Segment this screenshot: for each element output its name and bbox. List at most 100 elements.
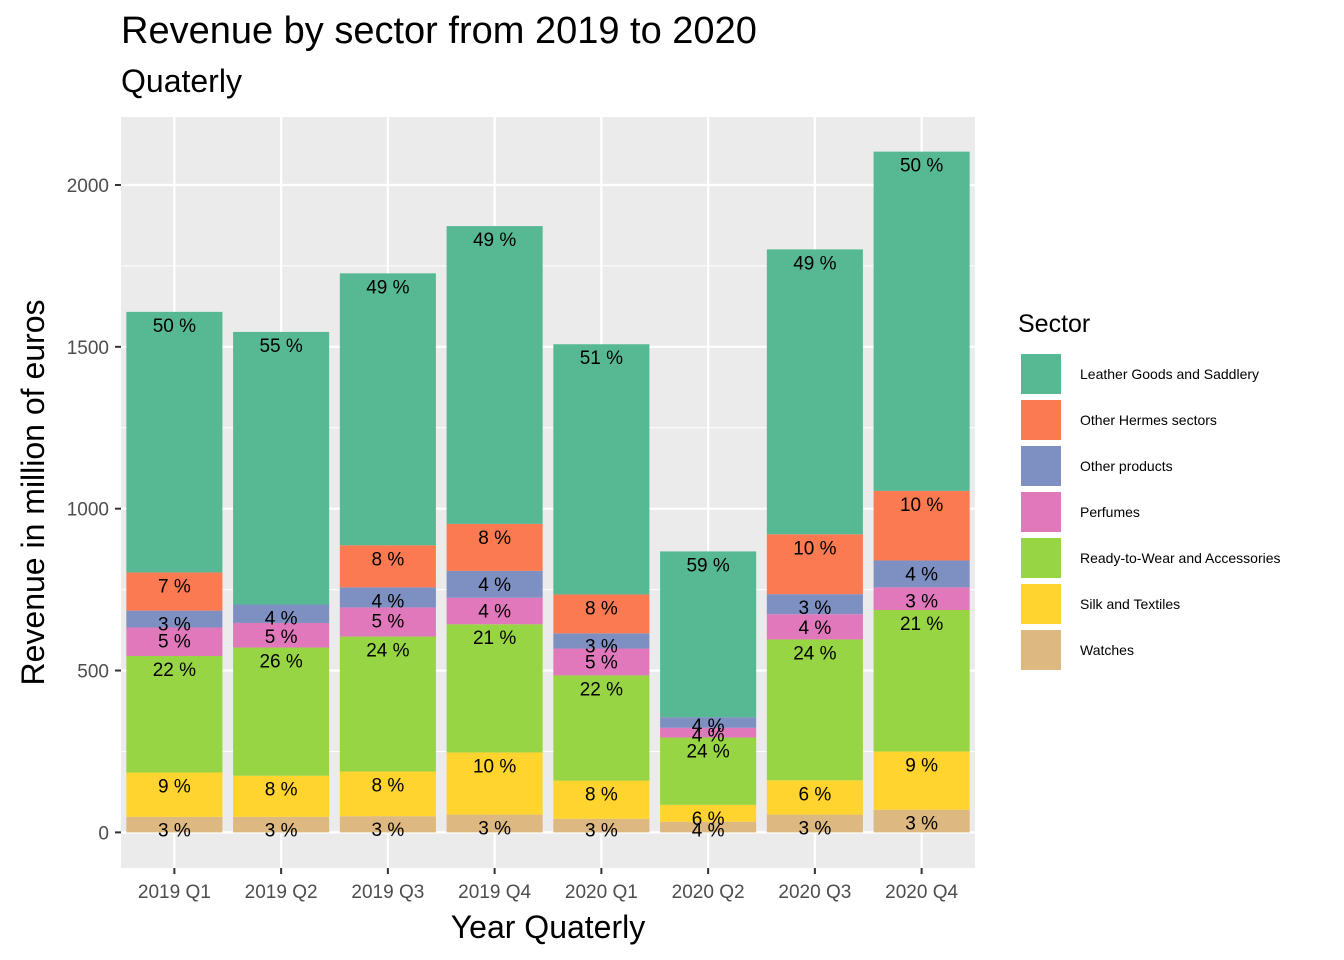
bar-segment: [233, 775, 330, 817]
data-label: 8 %: [585, 598, 618, 619]
bar-segment: [339, 273, 436, 546]
legend-key: [1020, 353, 1062, 395]
legend-item: Other products: [1018, 443, 1281, 489]
data-label: 4 %: [478, 602, 511, 623]
data-label: 9 %: [158, 777, 191, 798]
bar-segment: [126, 572, 223, 611]
legend-items: Leather Goods and Saddlery Other Hermes s…: [1018, 351, 1281, 673]
data-label: 10 %: [793, 538, 836, 559]
data-label: 50 %: [900, 156, 943, 177]
data-label: 55 %: [259, 336, 302, 357]
data-label: 59 %: [686, 555, 729, 576]
bar-segment: [660, 551, 757, 718]
bar-segment: [446, 624, 543, 753]
bar-segment: [339, 771, 436, 817]
bar-segment: [446, 814, 543, 833]
bar-segment: [660, 727, 757, 738]
x-axis-title: Year Quaterly: [451, 909, 645, 945]
bar-segment: [233, 647, 330, 776]
legend-label: Ready-to-Wear and Accessories: [1080, 550, 1281, 566]
data-label: 3 %: [478, 819, 511, 840]
bar-segment: [873, 751, 970, 810]
data-label: 5 %: [265, 627, 298, 648]
data-label: 6 %: [692, 809, 725, 830]
data-label: 24 %: [686, 742, 729, 763]
bar-segment: [553, 633, 650, 649]
bar-segment: [660, 804, 757, 822]
x-axis: 2019 Q1 2019 Q2 2019 Q3 2019 Q4 2020 Q1 2020 …: [138, 868, 958, 903]
data-label: 21 %: [900, 614, 943, 635]
bar-segment: [446, 597, 543, 625]
bar-segment: [126, 627, 223, 656]
data-label: 4 %: [905, 564, 938, 585]
legend-item: Watches: [1018, 627, 1281, 673]
data-label: 50 %: [153, 316, 196, 337]
bar-segment: [233, 604, 330, 623]
legend-key: [1020, 537, 1062, 579]
data-label: 49 %: [473, 230, 516, 251]
legend-key: [1020, 491, 1062, 533]
legend-key: [1020, 629, 1062, 671]
data-label: 49 %: [366, 277, 409, 298]
bar-segment: [766, 534, 863, 595]
y-tick-label: 500: [77, 662, 109, 683]
bar-segment: [126, 311, 223, 573]
data-label: 3 %: [372, 820, 405, 841]
bar-segment: [766, 594, 863, 615]
data-label: 3 %: [265, 820, 298, 841]
y-tick-label: 2000: [67, 176, 109, 197]
bar-segment: [446, 752, 543, 815]
legend-key: [1020, 399, 1062, 441]
bar-segment: [553, 675, 650, 781]
bar-segment: [766, 639, 863, 781]
data-label: 8 %: [372, 776, 405, 797]
x-tick-label: 2019 Q4: [458, 882, 531, 903]
data-label: 24 %: [793, 643, 836, 664]
bar-segment: [233, 331, 330, 605]
data-label: 49 %: [793, 253, 836, 274]
data-label: 51 %: [580, 348, 623, 369]
bar-segment: [766, 814, 863, 833]
y-tick-label: 1500: [67, 338, 109, 359]
data-label: 8 %: [372, 549, 405, 570]
data-label: 8 %: [478, 528, 511, 549]
bar-segment: [339, 816, 436, 833]
data-label: 5 %: [372, 611, 405, 632]
data-label: 8 %: [265, 780, 298, 801]
bar-segment: [339, 545, 436, 588]
bar-segment: [873, 610, 970, 752]
legend-item: Other Hermes sectors: [1018, 397, 1281, 443]
bar-segment: [339, 607, 436, 637]
bar-segment: [873, 560, 970, 588]
data-label: 5 %: [158, 631, 191, 652]
legend-item: Perfumes: [1018, 489, 1281, 535]
data-label: 4 %: [692, 716, 725, 737]
data-label: 24 %: [366, 641, 409, 662]
legend-label: Leather Goods and Saddlery: [1080, 366, 1260, 382]
bar-segment: [446, 226, 543, 524]
data-label: 22 %: [153, 660, 196, 681]
data-label: 22 %: [580, 679, 623, 700]
bar-segment: [126, 816, 223, 833]
x-tick-label: 2020 Q3: [778, 882, 851, 903]
segment-labels: 3 %9 %22 %5 %3 %7 %50 %3 %8 %26 %5 %4 %5…: [153, 156, 944, 842]
bar-segment: [553, 780, 650, 819]
data-label: 21 %: [473, 628, 516, 649]
data-label: 10 %: [473, 756, 516, 777]
legend-key: [1020, 583, 1062, 625]
data-label: 4 %: [799, 618, 832, 639]
data-label: 3 %: [905, 591, 938, 612]
data-label: 5 %: [585, 653, 618, 674]
x-tick-label: 2019 Q2: [245, 882, 318, 903]
legend-key: [1020, 445, 1062, 487]
bar-segment: [553, 594, 650, 634]
bar-segment: [446, 570, 543, 598]
data-label: 9 %: [905, 755, 938, 776]
chart-title: Revenue by sector from 2019 to 2020: [121, 10, 757, 52]
data-label: 3 %: [585, 637, 618, 658]
x-tick-label: 2020 Q1: [565, 882, 638, 903]
bar-segment: [553, 344, 650, 595]
chart-canvas: 3 %9 %22 %5 %3 %7 %50 %3 %8 %26 %5 %4 %5…: [15, 117, 975, 945]
bar-segment: [126, 610, 223, 628]
x-tick-label: 2019 Q1: [138, 882, 211, 903]
